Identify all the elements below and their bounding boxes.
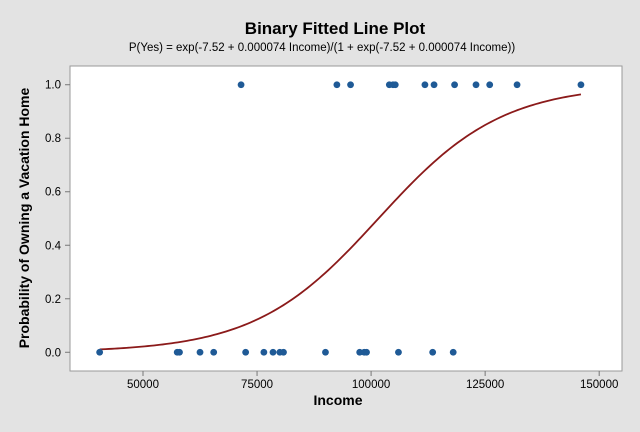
y-tick-label: 0.8	[45, 133, 61, 145]
y-axis: 0.0 0.2 0.4 0.6 0.8 1.0	[45, 80, 70, 359]
data-point	[451, 81, 458, 89]
chart-title: Binary Fitted Line Plot	[245, 19, 426, 38]
data-point	[429, 348, 437, 356]
x-tick-label: 150000	[580, 379, 618, 391]
data-point	[269, 348, 277, 356]
data-point	[347, 81, 354, 89]
y-tick-label: 0.4	[45, 240, 62, 252]
x-tick-label: 125000	[466, 379, 504, 391]
data-point	[449, 348, 457, 356]
data-point	[421, 81, 429, 89]
data-point	[280, 348, 287, 356]
series-layer	[96, 81, 585, 356]
x-tick-label: 75000	[241, 379, 273, 391]
fitted-curve	[99, 93, 582, 351]
data-point	[196, 348, 204, 356]
data-point	[176, 348, 183, 356]
x-axis-label: Income	[313, 392, 362, 408]
data-point	[333, 81, 341, 89]
data-point	[577, 81, 585, 89]
data-point	[363, 348, 370, 356]
y-tick-label: 0.0	[45, 347, 61, 359]
plot-area	[69, 65, 623, 372]
data-point	[210, 348, 218, 356]
data-point	[513, 81, 521, 89]
data-point	[486, 81, 494, 89]
y-axis-label: Probability of Owning a Vacation Home	[16, 87, 32, 348]
data-point	[395, 348, 402, 356]
data-point	[322, 348, 329, 356]
x-axis: 50000 75000 100000 125000 150000	[127, 371, 618, 391]
y-tick-label: 1.0	[45, 80, 61, 92]
data-point	[430, 81, 438, 89]
data-point	[96, 348, 104, 356]
x-tick-label: 50000	[127, 379, 159, 391]
x-tick-label: 100000	[352, 379, 390, 391]
y-tick-label: 0.2	[45, 294, 61, 306]
data-point	[391, 81, 399, 89]
data-point	[472, 81, 480, 89]
data-point	[242, 348, 250, 356]
y-tick-label: 0.6	[45, 187, 61, 199]
data-point	[237, 81, 245, 89]
data-point	[260, 348, 268, 356]
chart-subtitle: P(Yes) = exp(-7.52 + 0.000074 Income)/(1…	[129, 42, 516, 54]
